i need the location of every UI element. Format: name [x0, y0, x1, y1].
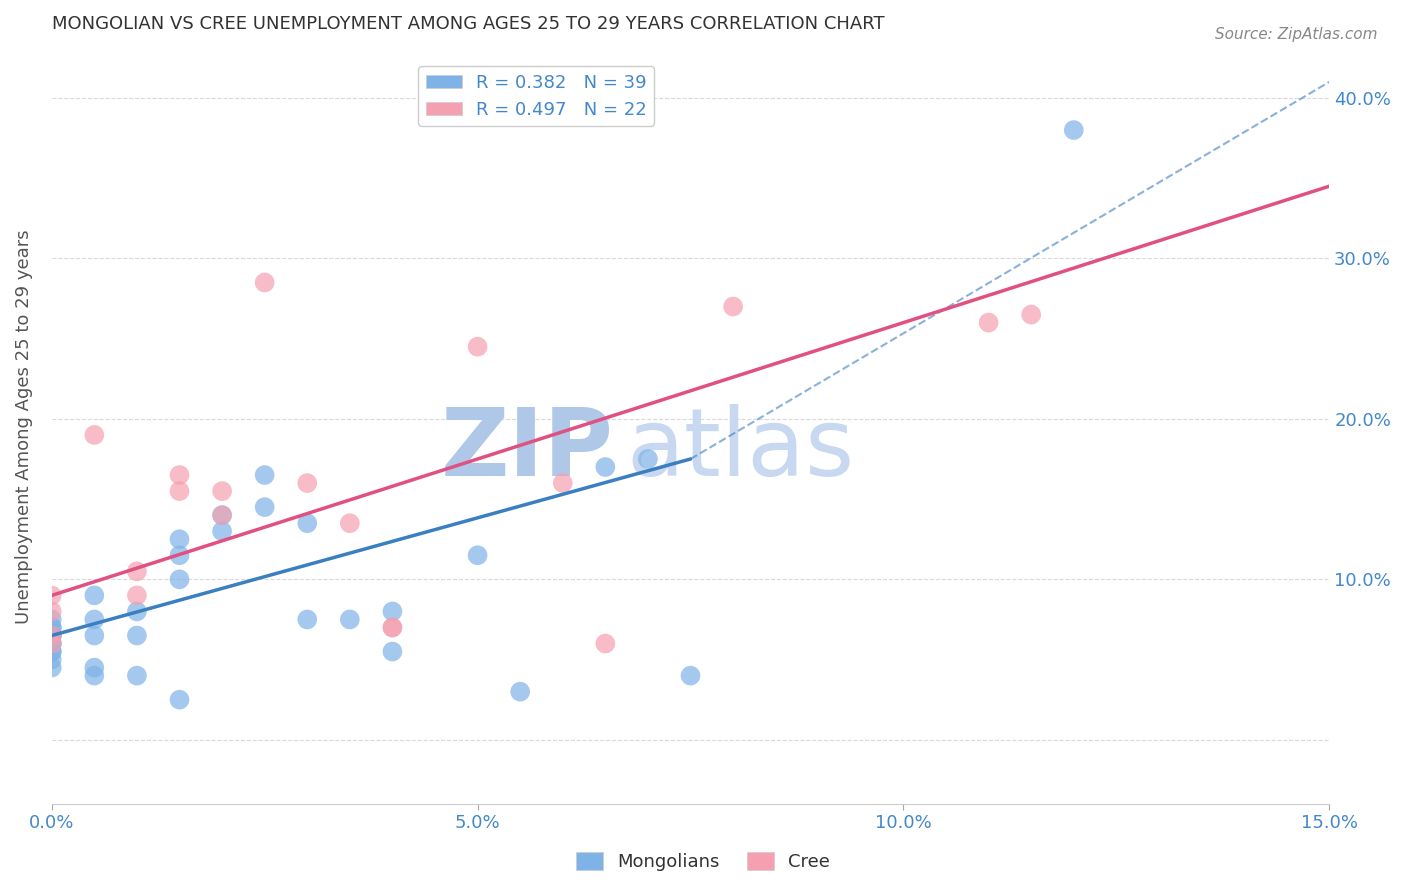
Point	[41, 588, 63, 602]
Point	[169, 533, 191, 547]
Point	[381, 604, 404, 618]
Point	[125, 628, 148, 642]
Point	[679, 668, 702, 682]
Point	[41, 620, 63, 634]
Point	[211, 524, 233, 539]
Point	[41, 644, 63, 658]
Point	[41, 620, 63, 634]
Point	[381, 620, 404, 634]
Point	[125, 668, 148, 682]
Text: Source: ZipAtlas.com: Source: ZipAtlas.com	[1215, 27, 1378, 42]
Point	[339, 612, 361, 626]
Point	[125, 588, 148, 602]
Point	[551, 476, 574, 491]
Point	[381, 644, 404, 658]
Point	[637, 452, 659, 467]
Point	[41, 604, 63, 618]
Point	[125, 604, 148, 618]
Point	[169, 468, 191, 483]
Point	[253, 468, 276, 483]
Point	[83, 588, 105, 602]
Point	[169, 484, 191, 499]
Point	[297, 516, 319, 531]
Text: ZIP: ZIP	[441, 403, 614, 496]
Point	[509, 684, 531, 698]
Point	[595, 636, 617, 650]
Point	[211, 508, 233, 523]
Legend: R = 0.382   N = 39, R = 0.497   N = 22: R = 0.382 N = 39, R = 0.497 N = 22	[419, 66, 654, 126]
Point	[169, 572, 191, 586]
Point	[297, 476, 319, 491]
Point	[297, 612, 319, 626]
Point	[253, 276, 276, 290]
Point	[41, 628, 63, 642]
Point	[83, 428, 105, 442]
Point	[125, 564, 148, 578]
Point	[41, 628, 63, 642]
Point	[41, 628, 63, 642]
Point	[41, 636, 63, 650]
Point	[595, 460, 617, 475]
Point	[41, 636, 63, 650]
Point	[467, 340, 489, 354]
Point	[41, 652, 63, 666]
Point	[169, 692, 191, 706]
Point	[41, 644, 63, 658]
Y-axis label: Unemployment Among Ages 25 to 29 years: Unemployment Among Ages 25 to 29 years	[15, 229, 32, 624]
Legend: Mongolians, Cree: Mongolians, Cree	[568, 845, 838, 879]
Text: MONGOLIAN VS CREE UNEMPLOYMENT AMONG AGES 25 TO 29 YEARS CORRELATION CHART: MONGOLIAN VS CREE UNEMPLOYMENT AMONG AGE…	[52, 15, 884, 33]
Point	[41, 628, 63, 642]
Point	[83, 660, 105, 674]
Point	[977, 316, 1000, 330]
Point	[41, 612, 63, 626]
Point	[41, 660, 63, 674]
Point	[1019, 308, 1042, 322]
Point	[41, 636, 63, 650]
Point	[83, 668, 105, 682]
Point	[339, 516, 361, 531]
Point	[467, 549, 489, 563]
Text: atlas: atlas	[627, 403, 855, 496]
Point	[83, 628, 105, 642]
Point	[381, 620, 404, 634]
Point	[211, 508, 233, 523]
Point	[253, 500, 276, 515]
Point	[721, 300, 744, 314]
Point	[211, 484, 233, 499]
Point	[1063, 123, 1085, 137]
Point	[83, 612, 105, 626]
Point	[169, 549, 191, 563]
